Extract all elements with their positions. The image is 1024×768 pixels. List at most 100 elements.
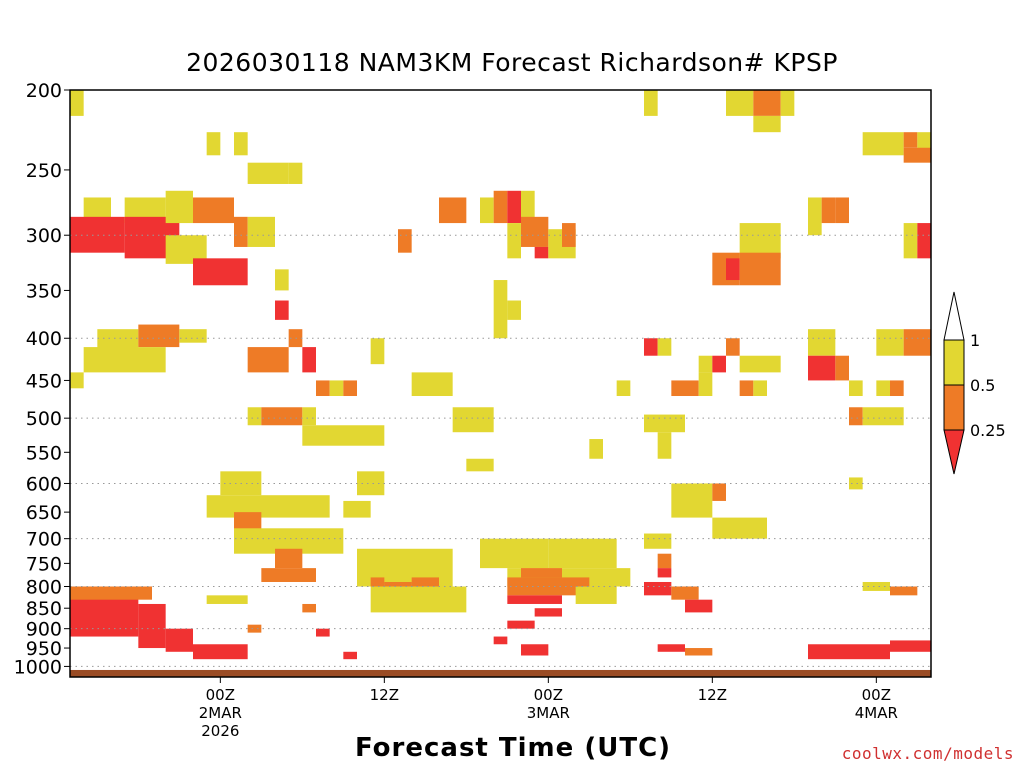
heatmap-cell bbox=[739, 252, 781, 286]
heatmap-cell bbox=[903, 223, 918, 259]
heatmap-cell bbox=[685, 648, 713, 656]
heatmap-cell bbox=[165, 190, 193, 224]
credit-link[interactable]: coolwx.com/models bbox=[841, 744, 1014, 763]
heatmap-cell bbox=[507, 223, 521, 259]
heatmap-cell bbox=[70, 216, 125, 253]
heatmap-cell bbox=[439, 197, 467, 224]
legend-label: 0.5 bbox=[970, 376, 995, 395]
x-tick-label: 2026 bbox=[201, 722, 239, 740]
heatmap-cell bbox=[562, 223, 576, 247]
heatmap-cell bbox=[753, 380, 767, 397]
heatmap-cell bbox=[712, 355, 726, 373]
heatmap-cell bbox=[712, 483, 726, 501]
heatmap-cell bbox=[343, 500, 371, 518]
heatmap-cell bbox=[739, 355, 781, 373]
heatmap-cell bbox=[398, 229, 412, 253]
heatmap-cell bbox=[452, 407, 494, 433]
x-tick-label: 00Z bbox=[206, 686, 235, 704]
heatmap-cell bbox=[698, 355, 713, 373]
x-tick-label: 12Z bbox=[698, 686, 727, 704]
heatmap-cell bbox=[247, 347, 289, 373]
heatmap-cell bbox=[644, 90, 658, 116]
heatmap-cell bbox=[917, 223, 931, 259]
heatmap-cell bbox=[507, 620, 535, 629]
heatmap-cell bbox=[671, 380, 699, 397]
x-tick-label: 3MAR bbox=[527, 704, 570, 722]
heatmap-cell bbox=[302, 425, 385, 446]
ground-fill bbox=[70, 669, 931, 677]
heatmap-cell bbox=[370, 338, 385, 365]
y-tick-label: 350 bbox=[26, 280, 62, 302]
heatmap-cell bbox=[302, 347, 316, 373]
heatmap-cell bbox=[862, 407, 890, 426]
y-tick-label: 700 bbox=[26, 529, 62, 551]
heatmap-cell bbox=[808, 329, 836, 356]
heatmap-cell bbox=[657, 432, 672, 459]
heatmap-cell bbox=[835, 197, 849, 224]
heatmap-cell bbox=[275, 269, 289, 291]
heatmap-cell bbox=[507, 190, 521, 224]
heatmap-cell bbox=[261, 407, 303, 426]
heatmap-cell bbox=[616, 380, 631, 397]
heatmap-cell bbox=[849, 407, 863, 426]
heatmap-cell bbox=[685, 599, 713, 613]
heatmap-cell bbox=[657, 553, 672, 569]
heatmap-cell bbox=[193, 644, 248, 660]
heatmap-cell bbox=[712, 517, 767, 539]
heatmap-cell bbox=[493, 280, 508, 339]
heatmap-cell bbox=[698, 372, 713, 397]
heatmap-cell bbox=[903, 147, 931, 163]
heatmap-cell bbox=[534, 608, 562, 617]
heatmap-cell bbox=[480, 197, 494, 224]
heatmap-cell bbox=[247, 407, 262, 426]
heatmap-cell bbox=[808, 355, 836, 381]
gridlines bbox=[70, 234, 931, 667]
y-tick-label: 950 bbox=[26, 638, 62, 660]
heatmap-cell bbox=[890, 407, 904, 426]
y-tick-label: 800 bbox=[26, 576, 62, 598]
heatmap-cell bbox=[821, 197, 836, 224]
heatmap-cell bbox=[206, 132, 221, 156]
heatmap-cell bbox=[193, 197, 234, 224]
heatmap-cell bbox=[876, 329, 904, 356]
legend-swatch bbox=[943, 384, 965, 431]
heatmap-cell bbox=[903, 329, 931, 356]
heatmap-cell bbox=[849, 477, 863, 490]
heatmap-cell bbox=[507, 577, 590, 596]
heatmap-cell bbox=[370, 577, 385, 587]
heatmap-cell bbox=[302, 603, 316, 613]
heatmap-cell bbox=[644, 533, 672, 549]
heatmap-cell bbox=[493, 190, 508, 224]
heatmap-cell bbox=[493, 636, 508, 645]
heatmap-cell bbox=[275, 300, 289, 320]
heatmap-cell bbox=[411, 372, 453, 397]
heatmap-cell bbox=[247, 624, 262, 633]
y-tick-label: 900 bbox=[26, 619, 62, 641]
heatmap-cell bbox=[890, 640, 931, 652]
heatmap-cell bbox=[261, 568, 316, 582]
heatmap-cell bbox=[903, 132, 918, 148]
y-tick-label: 400 bbox=[26, 328, 62, 350]
heatmap-cell bbox=[780, 90, 795, 116]
heatmap-cell bbox=[70, 372, 84, 389]
heatmap-cell bbox=[753, 115, 781, 133]
y-tick-label: 550 bbox=[26, 442, 62, 464]
x-tick-label: 00Z bbox=[862, 686, 891, 704]
legend-label: 1 bbox=[970, 331, 980, 350]
heatmap-cell bbox=[179, 329, 207, 343]
heatmap-cell bbox=[138, 324, 180, 348]
heatmap-cell bbox=[726, 258, 740, 281]
heatmap-cell bbox=[343, 651, 357, 660]
heatmap-cell bbox=[70, 595, 139, 637]
heatmap-cell bbox=[507, 300, 521, 320]
heatmap-cell bbox=[726, 90, 754, 116]
heatmap-cell bbox=[657, 338, 672, 356]
color-legend: 1 0.5 0.25 bbox=[943, 291, 1006, 475]
heatmap-cell bbox=[671, 586, 699, 600]
heatmap-cell bbox=[247, 162, 289, 184]
heatmap-cell bbox=[165, 628, 193, 652]
heatmap-cell bbox=[466, 458, 494, 472]
